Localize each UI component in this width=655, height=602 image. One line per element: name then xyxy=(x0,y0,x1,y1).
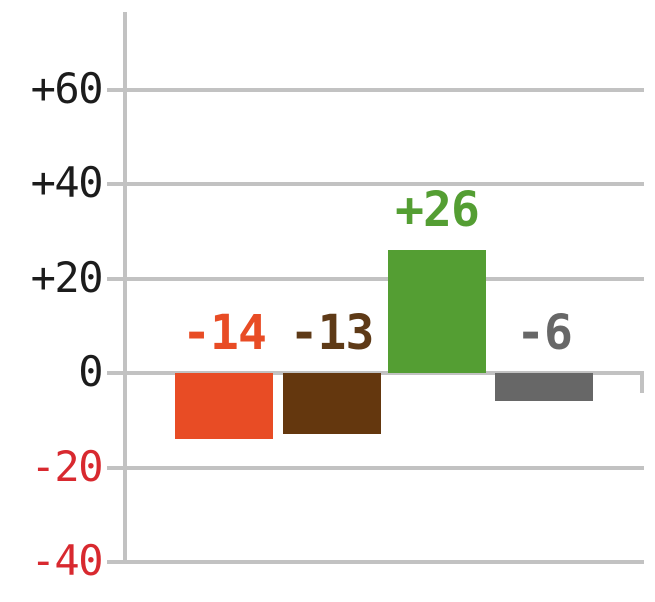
bar xyxy=(388,250,486,373)
bar xyxy=(495,373,593,402)
y-axis-line xyxy=(123,12,127,564)
bar-value-label: -6 xyxy=(516,305,573,361)
gridline xyxy=(107,87,644,92)
bar xyxy=(282,373,381,435)
gridline xyxy=(107,182,644,186)
bar xyxy=(175,373,273,440)
y-tick-label: -40 xyxy=(30,536,104,586)
bar-value-label: +26 xyxy=(395,182,480,239)
zero-line-end-tick xyxy=(640,371,644,393)
gridline xyxy=(107,465,644,470)
gridline xyxy=(107,560,644,564)
y-tick-label: +60 xyxy=(30,63,104,113)
gridline xyxy=(107,276,644,281)
bar-value-label: -14 xyxy=(182,305,267,361)
y-tick-label: +40 xyxy=(30,158,104,208)
y-tick-label: 0 xyxy=(78,347,103,397)
y-tick-label: -20 xyxy=(30,441,104,491)
bar-value-label: -13 xyxy=(289,305,375,361)
y-tick-label: +20 xyxy=(30,252,104,302)
